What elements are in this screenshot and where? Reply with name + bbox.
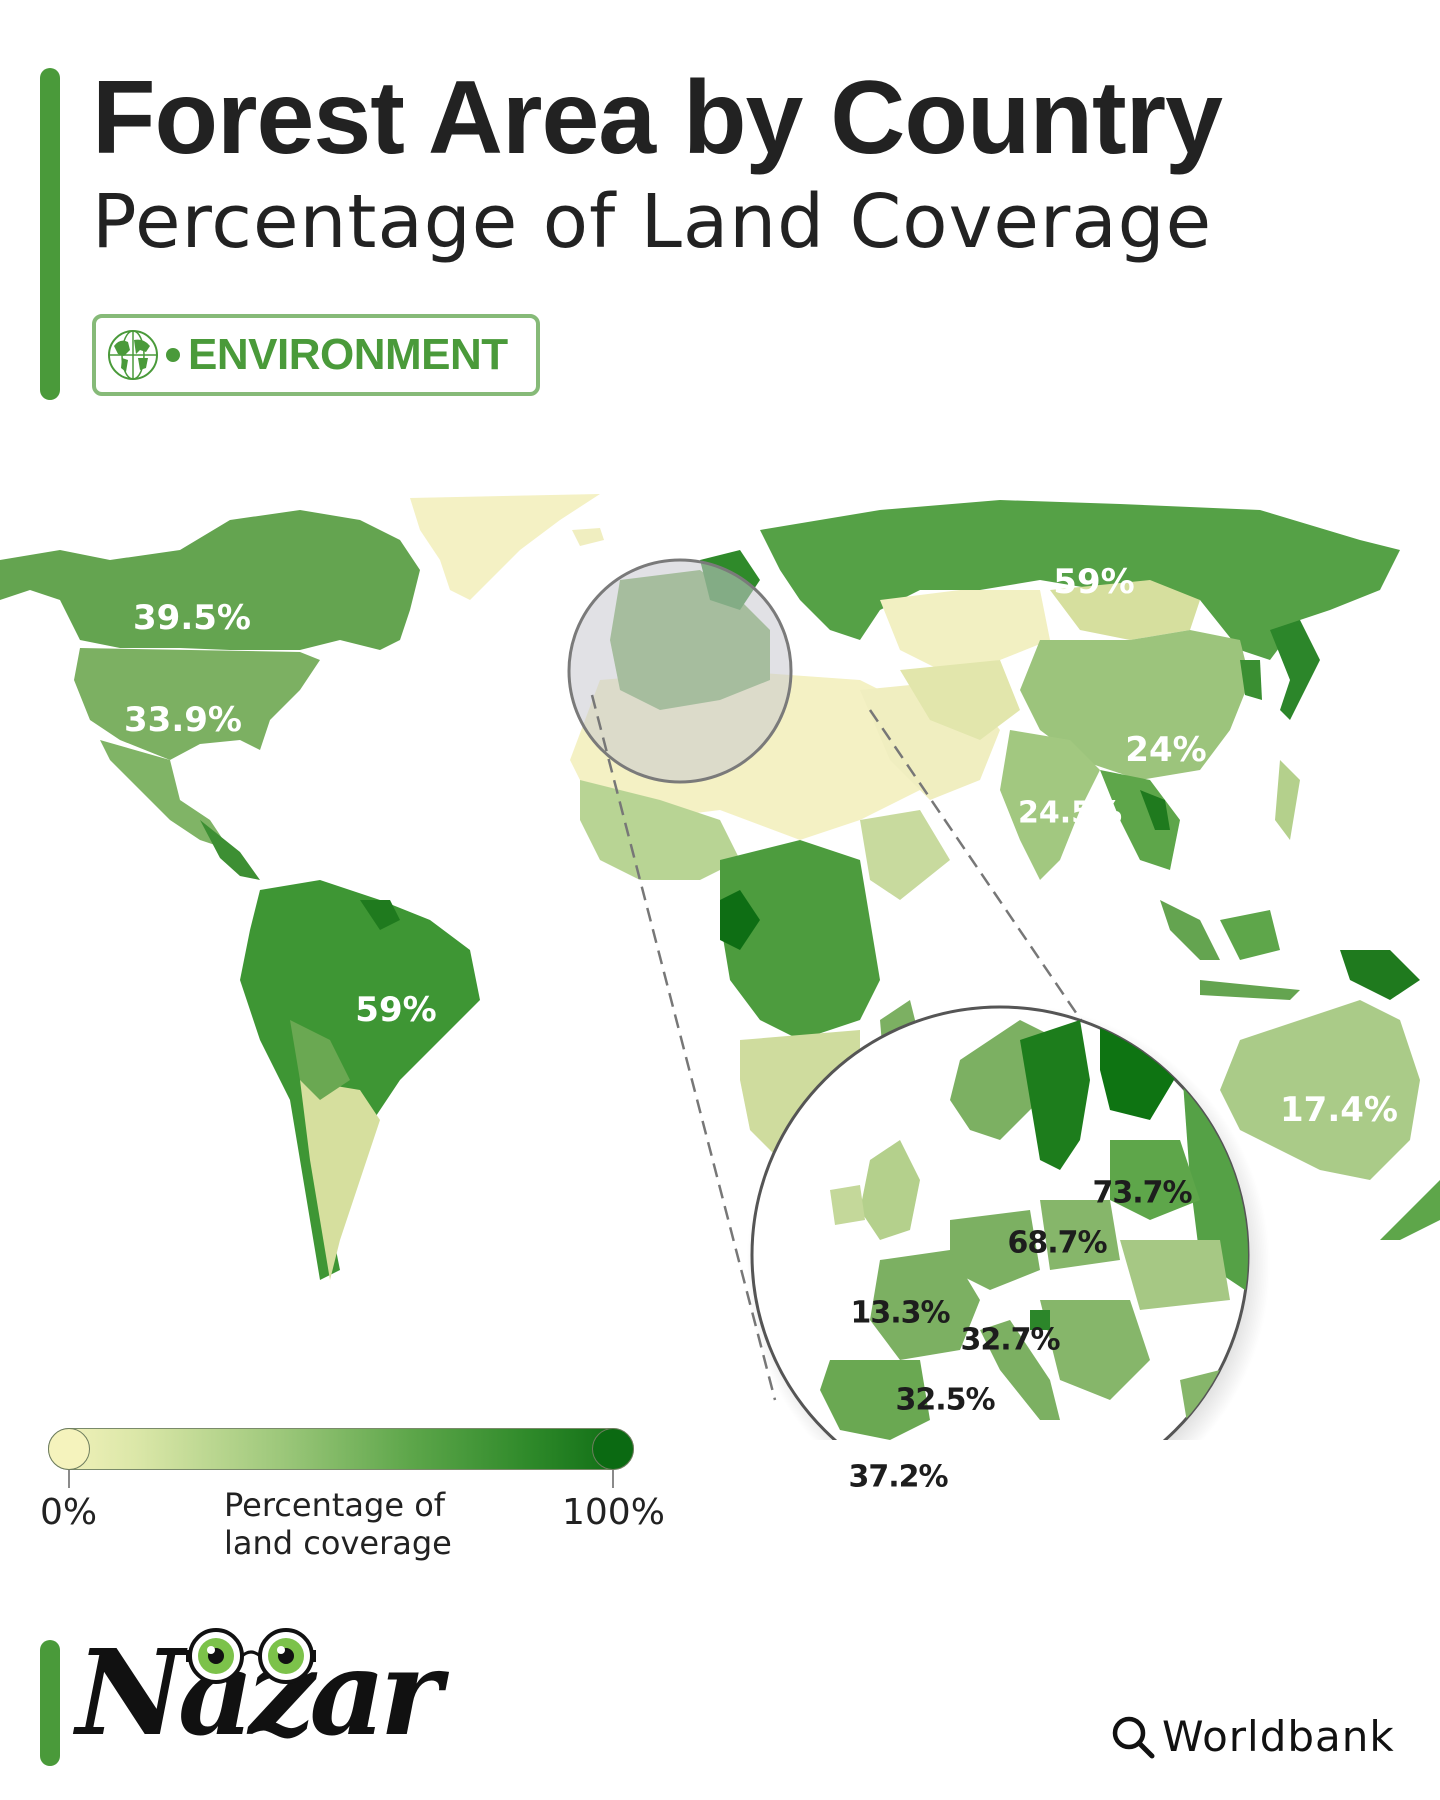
usa (74, 648, 320, 760)
legend-gradient-bar (48, 1428, 634, 1470)
color-scale-legend: 0% 100% Percentage of land coverage (40, 1424, 665, 1562)
label-france: 32.5% (895, 1382, 995, 1418)
label-india: 24.5% (1017, 795, 1123, 831)
world-map: 39.5% 33.9% 59% 59% 24% 24.5% 17.4% 73.7… (0, 480, 1440, 1528)
data-source: Worldbank (1110, 1712, 1395, 1761)
globe-icon (108, 330, 158, 380)
glasses-eyes-icon (186, 1628, 316, 1684)
label-brazil: 59% (355, 990, 437, 1030)
europe-magnifier-lens (567, 558, 793, 784)
header-accent-bar (40, 68, 60, 400)
russia (760, 500, 1400, 660)
legend-max-label: 100% (562, 1492, 665, 1533)
southern-africa (740, 1030, 860, 1160)
china (1020, 630, 1250, 780)
legend-max-tick (612, 1470, 614, 1488)
page-subtitle: Percentage of Land Coverage (92, 179, 1213, 265)
label-finland: 73.7% (1092, 1175, 1192, 1211)
legend-max-cap (592, 1428, 634, 1470)
legend-min-label: 0% (40, 1492, 98, 1533)
category-badge: ENVIRONMENT (92, 314, 540, 396)
world-map-svg (0, 494, 1440, 1528)
page-title: Forest Area by Country (92, 60, 1223, 176)
badge-dot (166, 348, 180, 362)
greenland (410, 494, 600, 600)
legend-min-cap (48, 1428, 90, 1470)
label-uk: 13.3% (850, 1295, 950, 1331)
australia (1220, 1000, 1420, 1180)
label-sweden: 68.7% (1007, 1225, 1107, 1261)
search-icon (1112, 1716, 1155, 1758)
label-usa: 33.9% (124, 700, 242, 740)
label-germany: 32.7% (960, 1322, 1060, 1358)
legend-min-tick (68, 1470, 70, 1488)
legend-title-line1: Percentage of (224, 1486, 446, 1524)
legend-title: Percentage of land coverage (224, 1486, 452, 1562)
nazar-logo: Nazar (76, 1626, 442, 1776)
india (1000, 730, 1100, 880)
footer-accent-bar (40, 1640, 60, 1766)
central-africa (720, 840, 880, 1040)
badge-label: ENVIRONMENT (188, 330, 508, 379)
label-russia: 59% (1053, 562, 1135, 602)
label-canada: 39.5% (133, 598, 251, 638)
label-spain: 37.2% (848, 1459, 948, 1495)
legend-title-line2: land coverage (224, 1524, 452, 1562)
canada (0, 510, 420, 650)
label-australia: 17.4% (1280, 1090, 1398, 1130)
mexico (100, 740, 230, 850)
label-china: 24% (1125, 730, 1207, 770)
source-label: Worldbank (1162, 1712, 1395, 1761)
south-america (240, 880, 480, 1280)
